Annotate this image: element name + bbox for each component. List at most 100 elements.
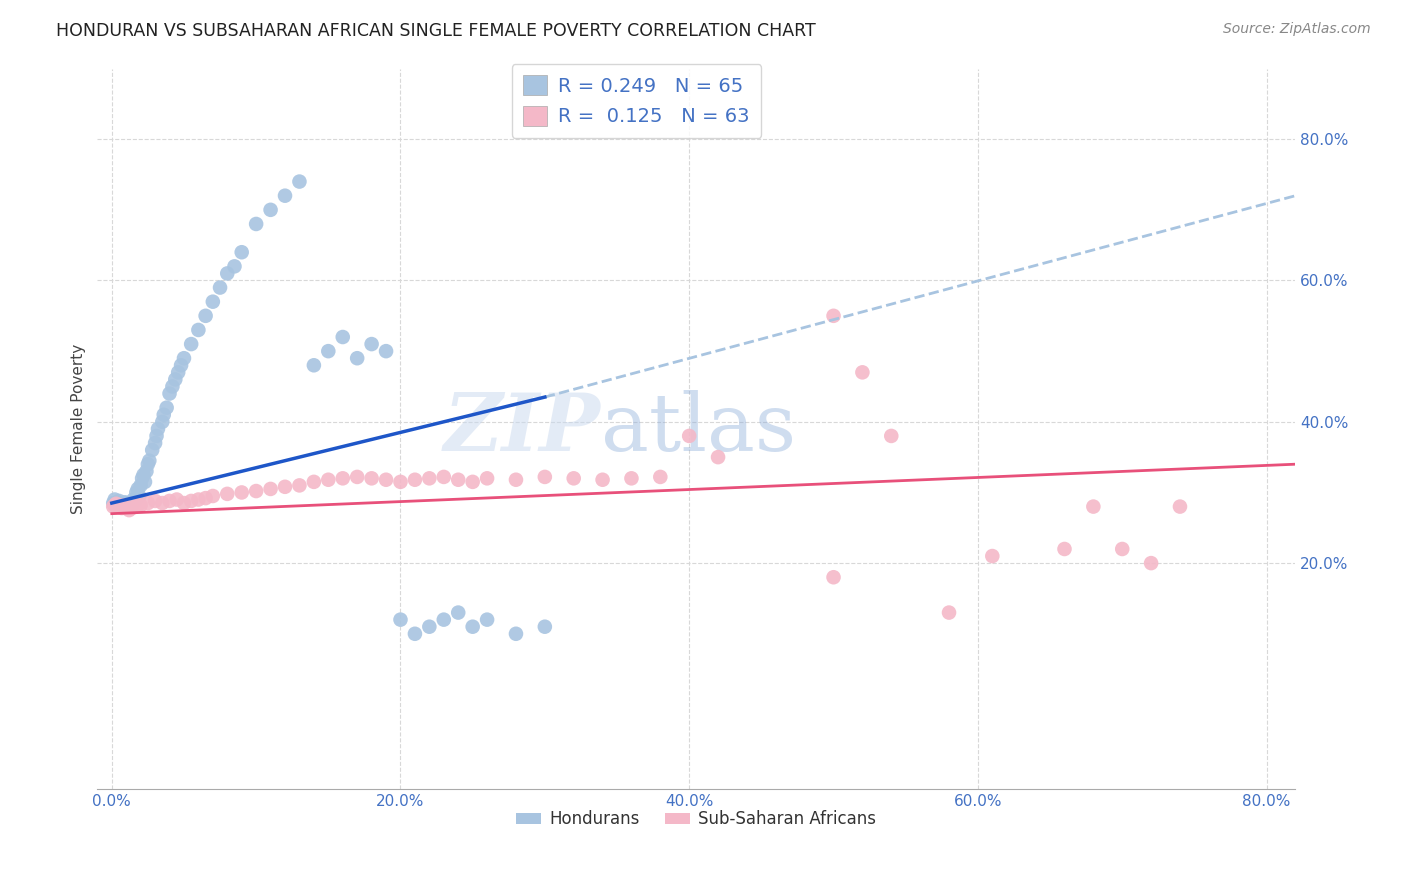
Point: [389, 475, 412, 489]
Point: [115, 500, 138, 514]
Point: [231, 245, 253, 260]
Point: [1111, 541, 1133, 556]
Point: [346, 470, 368, 484]
Point: [173, 351, 195, 366]
Point: [433, 470, 456, 484]
Point: [118, 503, 141, 517]
Point: [180, 337, 202, 351]
Point: [318, 344, 340, 359]
Point: [201, 489, 224, 503]
Point: [121, 501, 143, 516]
Point: [103, 500, 125, 514]
Point: [114, 498, 136, 512]
Point: [141, 443, 163, 458]
Point: [592, 473, 614, 487]
Point: [274, 480, 297, 494]
Point: [259, 202, 281, 217]
Point: [180, 494, 202, 508]
Point: [108, 494, 131, 508]
Point: [461, 620, 484, 634]
Point: [108, 498, 131, 512]
Point: [159, 494, 181, 508]
Point: [562, 471, 585, 485]
Point: [288, 175, 311, 189]
Point: [104, 498, 127, 512]
Point: [115, 496, 138, 510]
Point: [187, 323, 209, 337]
Point: [111, 497, 134, 511]
Point: [103, 496, 125, 510]
Point: [162, 379, 184, 393]
Point: [375, 473, 398, 487]
Point: [145, 429, 167, 443]
Point: [209, 280, 232, 294]
Point: [1083, 500, 1105, 514]
Point: [461, 475, 484, 489]
Point: [823, 570, 845, 584]
Point: [433, 613, 456, 627]
Point: [245, 217, 267, 231]
Point: [823, 309, 845, 323]
Point: [620, 471, 643, 485]
Point: [121, 498, 143, 512]
Point: [114, 495, 136, 509]
Point: [332, 330, 354, 344]
Point: [105, 496, 128, 510]
Point: [288, 478, 311, 492]
Point: [138, 453, 160, 467]
Point: [143, 494, 166, 508]
Point: [302, 359, 325, 373]
Point: [224, 260, 246, 274]
Point: [505, 473, 527, 487]
Point: [245, 484, 267, 499]
Point: [447, 606, 470, 620]
Point: [112, 498, 135, 512]
Point: [136, 496, 159, 510]
Point: [135, 464, 157, 478]
Point: [107, 498, 129, 512]
Point: [880, 429, 903, 443]
Point: [346, 351, 368, 366]
Point: [173, 496, 195, 510]
Point: [938, 606, 960, 620]
Point: [110, 498, 132, 512]
Point: [105, 497, 128, 511]
Point: [534, 620, 557, 634]
Point: [131, 471, 153, 485]
Point: [217, 267, 239, 281]
Point: [851, 365, 873, 379]
Point: [118, 500, 141, 514]
Point: [111, 501, 134, 516]
Point: [534, 470, 557, 484]
Point: [187, 492, 209, 507]
Point: [217, 487, 239, 501]
Point: [165, 372, 187, 386]
Text: atlas: atlas: [600, 390, 796, 468]
Point: [129, 498, 152, 512]
Point: [274, 188, 297, 202]
Point: [122, 492, 145, 507]
Point: [194, 491, 217, 505]
Point: [136, 457, 159, 471]
Point: [132, 467, 155, 482]
Text: HONDURAN VS SUBSAHARAN AFRICAN SINGLE FEMALE POVERTY CORRELATION CHART: HONDURAN VS SUBSAHARAN AFRICAN SINGLE FE…: [56, 22, 815, 40]
Point: [110, 500, 132, 514]
Point: [201, 294, 224, 309]
Point: [127, 498, 149, 512]
Point: [170, 359, 193, 373]
Text: ZIP: ZIP: [444, 390, 600, 467]
Text: Source: ZipAtlas.com: Source: ZipAtlas.com: [1223, 22, 1371, 37]
Point: [707, 450, 730, 464]
Point: [404, 473, 426, 487]
Point: [127, 482, 149, 496]
Point: [146, 422, 169, 436]
Point: [505, 627, 527, 641]
Point: [128, 489, 150, 503]
Point: [302, 475, 325, 489]
Point: [150, 415, 173, 429]
Point: [650, 470, 672, 484]
Point: [129, 478, 152, 492]
Point: [404, 627, 426, 641]
Point: [259, 482, 281, 496]
Point: [1053, 541, 1076, 556]
